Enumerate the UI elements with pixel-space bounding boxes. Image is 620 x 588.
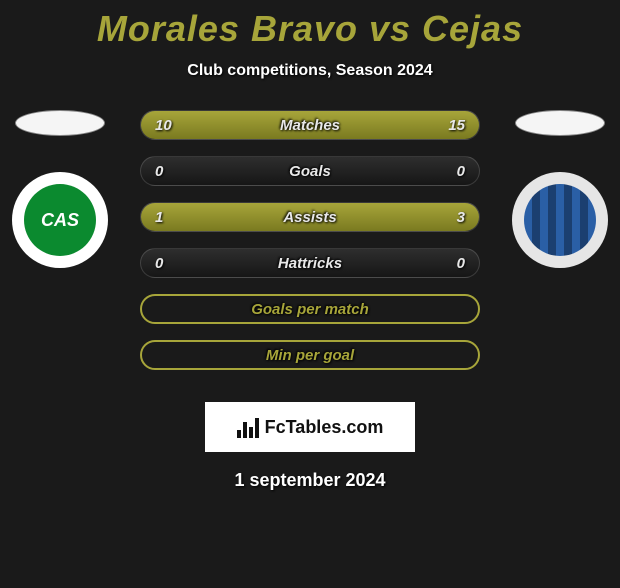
stat-row-empty: Min per goal — [140, 340, 480, 370]
stat-row: 0 0 Hattricks — [140, 248, 480, 278]
stat-row: 10 15 Matches — [140, 110, 480, 140]
stat-row-empty: Goals per match — [140, 294, 480, 324]
left-player-column: CAS — [0, 110, 120, 268]
stat-bars: 10 15 Matches 0 0 Goals 1 3 Assists 0 0 Hattricks Go… — [140, 110, 480, 370]
stat-label: Matches — [280, 117, 340, 134]
stat-label: Hattricks — [278, 255, 342, 272]
left-team-badge: CAS — [12, 172, 108, 268]
stat-value-left: 0 — [155, 255, 163, 272]
stat-value-right: 0 — [457, 163, 465, 180]
stat-label: Goals — [289, 163, 331, 180]
stat-value-left: 10 — [155, 117, 172, 134]
stat-value-right: 3 — [457, 209, 465, 226]
subtitle: Club competitions, Season 2024 — [0, 62, 620, 80]
chart-icon — [237, 416, 259, 438]
stat-row: 1 3 Assists — [140, 202, 480, 232]
left-team-badge-text: CAS — [41, 210, 79, 231]
stat-value-left: 1 — [155, 209, 163, 226]
page-title: Morales Bravo vs Cejas — [0, 8, 620, 50]
stat-row: 0 0 Goals — [140, 156, 480, 186]
right-team-badge — [512, 172, 608, 268]
stat-value-right: 0 — [457, 255, 465, 272]
brand-badge: FcTables.com — [205, 402, 415, 452]
bar-fill-left — [141, 203, 226, 231]
right-player-column — [500, 110, 620, 268]
stat-label: Assists — [283, 209, 336, 226]
date-text: 1 september 2024 — [0, 470, 620, 491]
right-player-photo-placeholder — [515, 110, 605, 136]
left-player-photo-placeholder — [15, 110, 105, 136]
stat-value-right: 15 — [448, 117, 465, 134]
stat-value-left: 0 — [155, 163, 163, 180]
bar-fill-right — [226, 203, 480, 231]
stat-label: Min per goal — [266, 347, 354, 364]
stat-label: Goals per match — [251, 301, 369, 318]
brand-text: FcTables.com — [265, 417, 384, 438]
comparison-content: CAS 10 15 Matches 0 0 Goals 1 3 Assists 0 0 Hattric… — [0, 110, 620, 390]
